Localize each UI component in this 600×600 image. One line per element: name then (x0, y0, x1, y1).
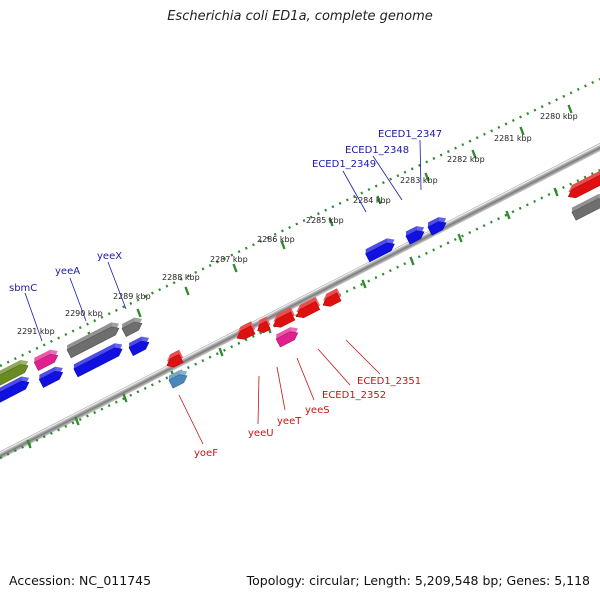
gene-label: sbmC (9, 283, 37, 294)
gene-label: yeeU (248, 428, 274, 439)
gene-block (0, 359, 29, 387)
gene-block (272, 307, 296, 328)
backbone (0, 106, 600, 497)
gene-label: yeeT (277, 416, 302, 427)
gene-block (121, 317, 143, 337)
gene-block (168, 370, 188, 389)
gene-block (427, 217, 447, 236)
gene-block (322, 288, 342, 307)
gene-block (38, 366, 64, 388)
major-tick (553, 187, 559, 197)
tick-label: 2289 kbp (113, 292, 151, 301)
major-tick (74, 416, 80, 426)
gene-label: ECED1_2351 (357, 376, 421, 387)
gene-block (405, 226, 425, 245)
major-tick (567, 104, 573, 114)
leader-lines-top (24, 139, 422, 342)
major-tick (457, 233, 463, 243)
major-tick (122, 393, 128, 403)
outer-major-ticks (39, 104, 573, 364)
major-tick (519, 126, 525, 136)
major-tick (376, 195, 382, 205)
gene-block (0, 376, 30, 405)
major-tick (232, 263, 238, 273)
tick-label: 2281 kbp (494, 134, 532, 143)
gene-block (567, 168, 600, 199)
gene-label: yeeX (97, 251, 122, 262)
tick-label: 2287 kbp (210, 255, 248, 264)
top-strand-labels: ECED1_2347 ECED1_2348 ECED1_2349 yeeX ye… (9, 129, 442, 294)
leader-line (178, 394, 204, 445)
tick-label: 2283 kbp (400, 176, 438, 185)
gene-block (571, 193, 600, 221)
leader-line (276, 366, 286, 411)
major-tick (184, 286, 190, 296)
map-title: Escherichia coli ED1a, complete genome (167, 9, 433, 24)
leader-line (24, 292, 43, 342)
leader-line (296, 357, 315, 401)
major-tick (471, 149, 477, 159)
gene-block (295, 296, 321, 319)
major-tick (26, 439, 32, 449)
major-tick (218, 347, 224, 357)
tick-label: 2291 kbp (17, 327, 55, 336)
major-tick (424, 172, 430, 182)
leader-line (419, 139, 422, 191)
leader-line (257, 375, 260, 425)
leader-lines-bottom (178, 339, 381, 445)
tick-label: 2284 kbp (353, 196, 391, 205)
gene-block (275, 327, 299, 348)
accession-text: Accession: NC_011745 (9, 573, 152, 588)
major-tick (280, 240, 286, 250)
genome-summary-text: Topology: circular; Length: 5,209,548 bp… (246, 573, 590, 588)
leader-line (69, 277, 87, 322)
gene-block (128, 336, 150, 356)
tick-label: 2282 kbp (447, 155, 485, 164)
major-tick (409, 256, 415, 266)
leader-line (345, 339, 381, 375)
gene-features (0, 168, 600, 405)
gene-label: ECED1_2349 (312, 159, 376, 170)
gene-label: yoeF (194, 448, 218, 459)
major-tick (505, 210, 511, 220)
leader-line (372, 155, 403, 201)
leader-line (317, 348, 351, 386)
tick-label: 2290 kbp (65, 309, 103, 318)
major-tick (136, 308, 142, 318)
tick-label: 2286 kbp (257, 235, 295, 244)
gene-label: ECED1_2348 (345, 145, 409, 156)
major-tick (328, 217, 334, 227)
leader-line (342, 170, 367, 213)
tick-label: 2285 kbp (306, 216, 344, 225)
gene-label: yeeA (55, 266, 80, 277)
tick-label: 2288 kbp (162, 273, 200, 282)
tick-labels: 2280 kbp 2281 kbp 2282 kbp 2283 kbp 2284… (17, 112, 578, 336)
gene-block (236, 321, 256, 340)
gene-block (257, 316, 271, 334)
major-tick (361, 279, 367, 289)
gene-block (365, 238, 395, 263)
leader-line (107, 261, 127, 310)
gene-block (73, 343, 123, 378)
gene-block (66, 322, 120, 359)
gene-label: ECED1_2347 (378, 129, 442, 140)
tick-label: 2280 kbp (540, 112, 578, 121)
outer-scale-line (0, 77, 600, 368)
gene-label: yeeS (305, 405, 330, 416)
gene-block (166, 349, 184, 368)
gene-block (33, 349, 59, 371)
bottom-strand-labels: ECED1_2351 ECED1_2352 yeeS yeeT yeeU yoe… (194, 376, 421, 459)
gene-label: ECED1_2352 (322, 390, 386, 401)
